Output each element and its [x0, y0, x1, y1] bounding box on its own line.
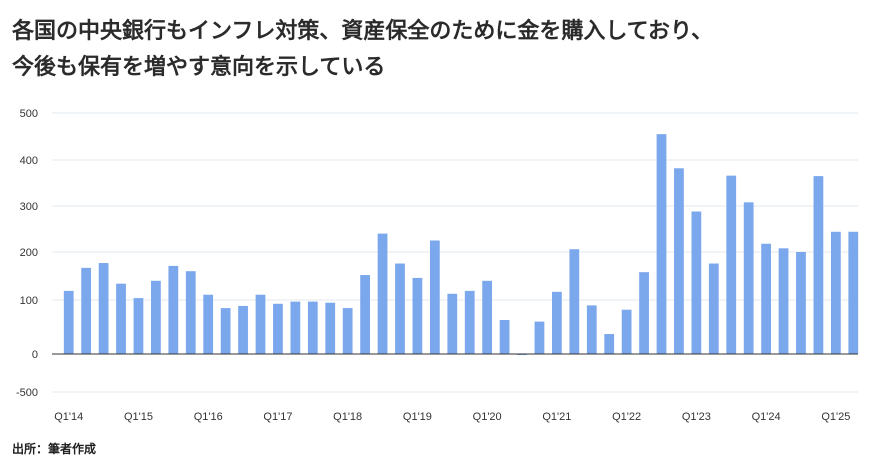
bar-Q2'14 — [81, 267, 92, 354]
bar-Q3'15 — [168, 265, 179, 354]
bar-Q4'18 — [395, 263, 405, 354]
bar-Q1'21 — [552, 291, 562, 354]
bar-Q1'18 — [342, 308, 353, 354]
bar-Q3'22 — [656, 134, 667, 354]
bar-Q1'17 — [273, 303, 283, 354]
bar-Q2'16 — [220, 308, 231, 354]
bar-Q1'25 — [830, 231, 841, 354]
bar-Q4'14 — [116, 283, 126, 354]
chart-title: 各国の中央銀行もインフレ対策、資産保全のために金を購入しており、 今後も保有を増… — [12, 14, 862, 86]
bars — [63, 134, 859, 355]
bar-Q2'21 — [569, 249, 580, 354]
x-tick-label: Q1'14 — [54, 411, 83, 423]
bar-Q3'18 — [377, 233, 388, 354]
y-tick-label: 100 — [20, 295, 38, 307]
bar-Q1'16 — [203, 294, 214, 354]
source-note: 出所：筆者作成 — [12, 442, 97, 456]
y-axis-ticks: 500 400 300 200 100 0 -500 — [16, 108, 38, 399]
x-tick-label: Q1'21 — [542, 411, 571, 423]
bar-Q2'19 — [429, 240, 440, 354]
bar-Q1'22 — [621, 309, 632, 354]
bar-Q2'17 — [290, 301, 301, 354]
y-tick-label: 300 — [20, 201, 38, 213]
x-tick-label: Q1'25 — [821, 411, 850, 423]
bar-Q4'24 — [813, 176, 824, 354]
x-tick-label: Q1'17 — [263, 411, 292, 423]
bar-Q2'24 — [778, 248, 789, 354]
x-tick-label: Q1'16 — [194, 411, 223, 423]
x-tick-label: Q1'18 — [333, 411, 362, 423]
bar-Q2'23 — [708, 263, 719, 354]
bar-Q3'17 — [307, 301, 318, 354]
bar-Q1'20 — [482, 280, 493, 354]
x-tick-label: Q1'22 — [612, 411, 641, 423]
bar-Q3'24 — [796, 252, 806, 354]
bar-Q3'14 — [98, 263, 109, 354]
bar-Q3'23 — [726, 175, 737, 354]
y-tick-label: -500 — [16, 387, 38, 399]
bar-Q1'15 — [133, 298, 144, 354]
bar-Q3'21 — [586, 305, 597, 354]
bar-Q4'20 — [534, 321, 545, 354]
bar-Q1'24 — [761, 243, 771, 354]
y-tick-label: 400 — [20, 155, 38, 167]
bar-Q2'20 — [499, 319, 510, 354]
x-tick-label: Q1'24 — [752, 411, 781, 423]
y-tick-label: 200 — [20, 247, 38, 259]
bar-Q4'15 — [185, 271, 196, 354]
bar-Q3'19 — [447, 293, 458, 354]
x-tick-label: Q1'23 — [682, 411, 711, 423]
x-tick-label: Q1'20 — [473, 411, 502, 423]
bar-Q3'16 — [238, 305, 248, 354]
bar-Q1'19 — [412, 277, 423, 354]
y-tick-label: 500 — [20, 108, 38, 120]
bar-Q4'22 — [674, 168, 684, 354]
bar-Q1'23 — [691, 211, 702, 354]
bar-Q4'16 — [255, 294, 266, 354]
bar-Q1'14 — [63, 290, 74, 354]
y-tick-label: 0 — [32, 349, 38, 361]
bar-Q2'15 — [151, 280, 161, 354]
bar-Q4'19 — [464, 290, 475, 354]
x-tick-label: Q1'19 — [403, 411, 432, 423]
bar-Q2'18 — [360, 275, 370, 354]
chart-title-line-1: 各国の中央銀行もインフレ対策、資産保全のために金を購入しており、 — [12, 19, 714, 44]
x-axis-ticks: Q1'14 Q1'15 Q1'16 Q1'17 Q1'18 Q1'19 Q1'20 Q1'21… — [54, 411, 850, 423]
bar-Q4'23 — [743, 202, 754, 354]
chart-title-line-2: 今後も保有を増やす意向を示している — [12, 55, 386, 80]
bar-Q2'22 — [639, 272, 649, 354]
bar-Q2'25 — [848, 231, 859, 354]
x-tick-label: Q1'15 — [124, 411, 153, 423]
bar-Q4'21 — [604, 334, 615, 354]
bar-Q4'17 — [325, 302, 336, 354]
